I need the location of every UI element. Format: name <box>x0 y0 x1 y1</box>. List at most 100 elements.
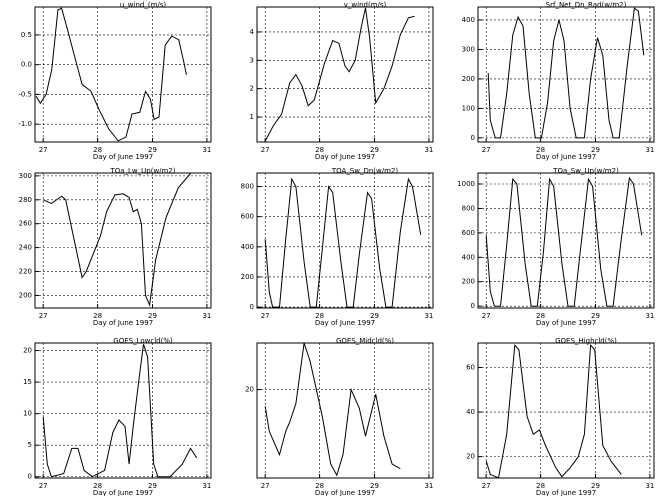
y-tick-label: 5 <box>28 441 32 449</box>
y-tick-label: 600 <box>241 213 254 221</box>
y-tick-label: 0 <box>471 134 475 142</box>
y-tick-label: 220 <box>19 268 32 276</box>
chart-title: GOES_Lowcld(%) <box>113 337 173 345</box>
x-tick-label: 29 <box>591 482 600 490</box>
y-tick-label: 1 <box>250 113 254 121</box>
y-tick-label: 4 <box>250 28 255 36</box>
x-tick-label: 27 <box>261 312 270 320</box>
y-tick-label: 400 <box>241 243 254 251</box>
plot-frame <box>477 342 655 479</box>
panel: 20 40 60 27 28 29 31 GOES_Highcld(%) Day of June… <box>466 337 655 496</box>
chart-title: GOES_Highcld(%) <box>555 337 617 345</box>
panel: 20 27 28 29 31 GOES_Midcld(%) Day of June 1997 <box>245 337 434 496</box>
x-tick-label: 31 <box>202 482 211 490</box>
y-tick-label: 0 <box>471 302 475 310</box>
data-line <box>264 177 422 308</box>
plot-frame <box>34 342 212 479</box>
y-tick-label: 100 <box>462 104 475 112</box>
x-tick-label: 28 <box>315 312 324 320</box>
y-tick-label: 0 <box>28 473 32 481</box>
chart-title: GOES_Midcld(%) <box>336 337 394 345</box>
chart-title: TOa_Lw_Up(w/m2) <box>109 167 175 175</box>
x-tick-label: 28 <box>536 146 545 154</box>
data-line <box>485 176 643 307</box>
x-tick-label: 27 <box>482 482 491 490</box>
x-tick-label: 28 <box>93 482 102 490</box>
data-line <box>487 7 645 139</box>
y-tick-label: 400 <box>462 16 475 24</box>
plot-frame <box>477 172 655 309</box>
x-axis-label: Day of June 1997 <box>315 489 375 496</box>
x-tick-label: 29 <box>591 146 600 154</box>
x-axis-label: Day of June 1997 <box>315 153 375 161</box>
y-tick-label: 200 <box>462 75 475 83</box>
y-tick-label: 3 <box>250 56 254 64</box>
chart-title: v_wind(m/s) <box>344 1 387 9</box>
x-tick-label: 29 <box>148 482 157 490</box>
y-tick-label: -0.5 <box>18 90 32 98</box>
x-tick-label: 27 <box>39 312 48 320</box>
panel: 0 5 10 15 20 27 28 29 31 GOES_Lowcld(%) Day of Jun… <box>23 337 212 496</box>
x-tick-label: 31 <box>645 312 654 320</box>
panel: 1 2 3 4 27 28 29 31 v_wind(m/s) Day of June 1997 <box>250 1 434 161</box>
x-tick-label: 29 <box>370 146 379 154</box>
chart-title: Srf_Net_Dn_Rad(w/m2) <box>546 1 627 9</box>
data-line <box>42 173 191 307</box>
y-tick-label: 20 <box>245 386 254 394</box>
chart-title: TOA_Sw_Dn(w/m2) <box>331 167 399 175</box>
x-tick-label: 31 <box>645 146 654 154</box>
x-tick-label: 31 <box>645 482 654 490</box>
y-tick-label: 200 <box>19 291 32 299</box>
y-tick-label: 20 <box>23 347 32 355</box>
y-tick-label: 800 <box>241 183 254 191</box>
panel: 0 200 400 600 800 1000 27 28 29 31 TOa_Sw_Up(w/m2)… <box>457 167 655 327</box>
x-tick-label: 28 <box>315 146 324 154</box>
data-line <box>35 7 187 142</box>
data-line <box>264 7 415 142</box>
y-tick-label: 40 <box>466 408 475 416</box>
y-tick-label: 0.5 <box>21 31 32 39</box>
y-tick-label: 280 <box>19 196 32 204</box>
y-tick-label: 600 <box>462 229 475 237</box>
x-tick-label: 31 <box>424 146 433 154</box>
y-tick-label: 1000 <box>457 180 475 188</box>
x-tick-label: 31 <box>202 146 211 154</box>
y-tick-label: 300 <box>462 45 475 53</box>
y-tick-label: 60 <box>466 364 475 372</box>
plot-frame <box>34 6 212 143</box>
x-axis-label: Day of June 1997 <box>93 489 153 496</box>
x-tick-label: 27 <box>39 482 48 490</box>
y-tick-label: 20 <box>466 453 475 461</box>
x-tick-label: 29 <box>148 312 157 320</box>
x-axis-label: Day of June 1997 <box>93 319 153 327</box>
plot-frame <box>256 172 434 309</box>
x-tick-label: 27 <box>482 146 491 154</box>
x-tick-label: 29 <box>591 312 600 320</box>
x-axis-label: Day of June 1997 <box>536 489 596 496</box>
data-line <box>264 342 401 477</box>
x-axis-label: Day of June 1997 <box>536 153 596 161</box>
x-tick-label: 28 <box>93 312 102 320</box>
y-tick-label: 200 <box>241 273 254 281</box>
x-axis-label: Day of June 1997 <box>536 319 596 327</box>
x-tick-label: 28 <box>93 146 102 154</box>
panel: 0 100 200 300 400 27 28 29 31 Srf_Net_Dn_Rad(w/m2… <box>462 1 655 161</box>
x-tick-label: 28 <box>315 482 324 490</box>
x-tick-label: 28 <box>536 312 545 320</box>
x-tick-label: 31 <box>202 312 211 320</box>
chart-title: TOa_Sw_Up(w/m2) <box>552 167 619 175</box>
y-tick-label: 15 <box>23 378 32 386</box>
y-tick-label: 400 <box>462 253 475 261</box>
panel: 0.5 0.0 -0.5 -1.0 27 28 29 31 u_wind_(m/s) Day of… <box>18 1 212 161</box>
x-tick-label: 27 <box>261 482 270 490</box>
y-tick-label: 2 <box>250 85 254 93</box>
x-tick-label: 29 <box>370 312 379 320</box>
y-tick-label: 240 <box>19 244 32 252</box>
chart-title: u_wind_(m/s) <box>120 1 167 9</box>
x-tick-label: 29 <box>370 482 379 490</box>
y-tick-label: 0.0 <box>21 61 32 69</box>
y-tick-label: 300 <box>19 172 32 180</box>
plot-frame <box>477 6 655 143</box>
x-tick-label: 28 <box>536 482 545 490</box>
panel: 200 220 240 260 280 300 27 28 29 31 TOa_Lw_Up(w/m2… <box>19 167 212 327</box>
